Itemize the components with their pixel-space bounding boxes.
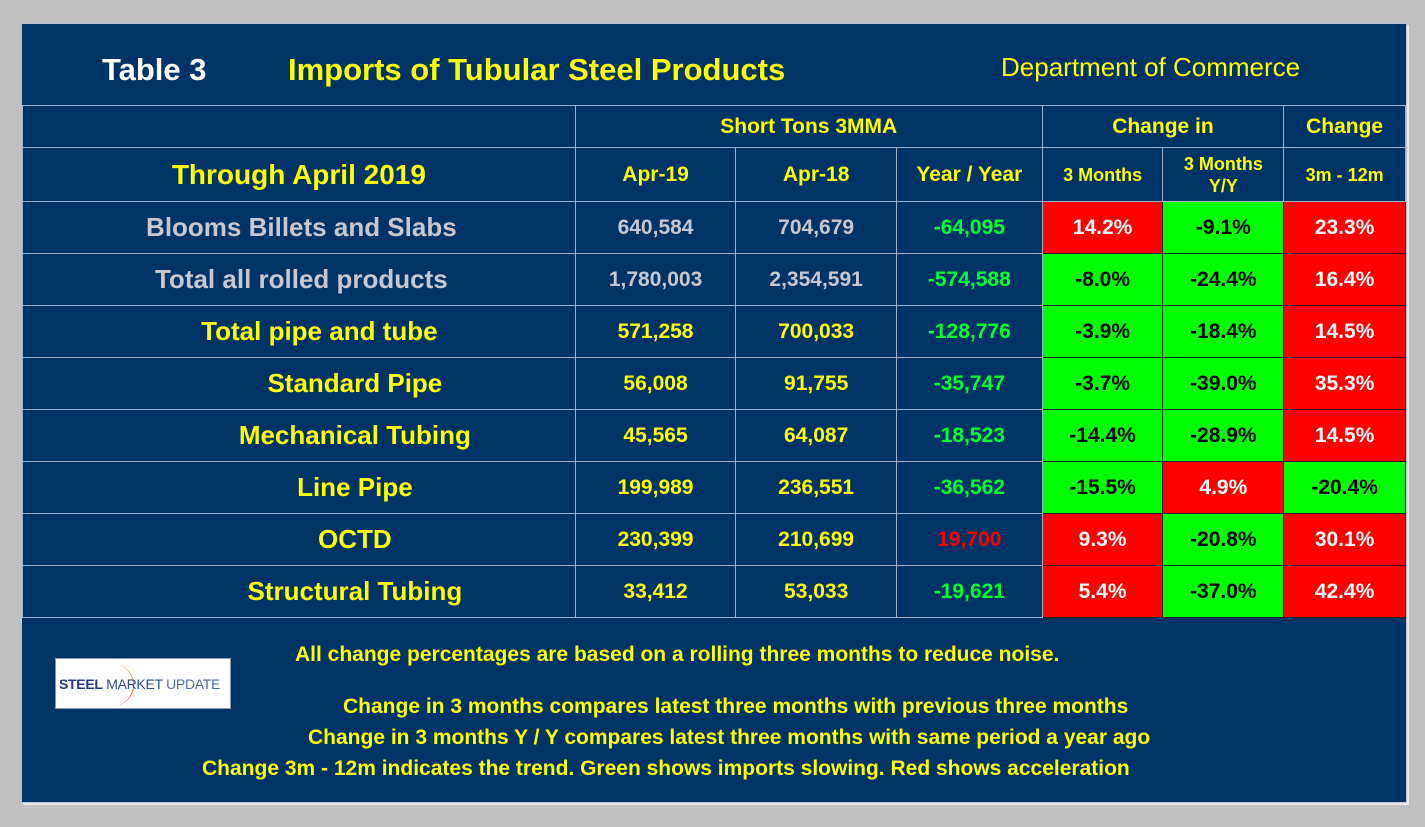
- table-title: Imports of Tubular Steel Products: [288, 52, 786, 87]
- value-apr18: 700,033: [735, 305, 897, 358]
- pct-3-months: -14.4%: [1041, 409, 1164, 462]
- pct-3-months: 5.4%: [1041, 565, 1164, 618]
- header-blank: [22, 105, 576, 148]
- pct-3m-12m: 14.5%: [1283, 305, 1406, 358]
- pct-3-months-yy: -24.4%: [1162, 253, 1285, 306]
- row-label: Blooms Billets and Slabs: [22, 201, 576, 254]
- header-apr19: Apr-19: [574, 147, 737, 202]
- value-year-year: 19,700: [895, 513, 1043, 566]
- row-label: Total all rolled products: [22, 253, 576, 306]
- pct-3-months: -8.0%: [1041, 253, 1164, 306]
- pct-3-months-yy: 4.9%: [1162, 461, 1285, 514]
- row-label: OCTD: [22, 513, 576, 566]
- pct-3-months-yy: -28.9%: [1162, 409, 1285, 462]
- value-apr18: 91,755: [735, 357, 897, 410]
- header-change: Change: [1283, 105, 1406, 148]
- value-apr19: 199,989: [574, 461, 737, 514]
- value-year-year: -19,621: [895, 565, 1043, 618]
- pct-3m-12m: 16.4%: [1283, 253, 1406, 306]
- pct-3m-12m: -20.4%: [1283, 461, 1406, 514]
- value-apr18: 210,699: [735, 513, 897, 566]
- row-label: Line Pipe: [22, 461, 576, 514]
- pct-3-months: 9.3%: [1041, 513, 1164, 566]
- table-row: Structural Tubing 33,412 53,033 -19,621 5.4%…: [22, 565, 1406, 618]
- value-apr18: 2,354,591: [735, 253, 897, 306]
- pct-3-months-yy: -9.1%: [1162, 201, 1285, 254]
- header-short-tons: Short Tons 3MMA: [574, 105, 1043, 148]
- pct-3-months-yy: -37.0%: [1162, 565, 1285, 618]
- value-apr19: 45,565: [574, 409, 737, 462]
- pct-3-months: -3.7%: [1041, 357, 1164, 410]
- value-apr18: 53,033: [735, 565, 897, 618]
- header-period: Through April 2019: [22, 147, 576, 202]
- value-apr19: 33,412: [574, 565, 737, 618]
- table-panel: Table 3 Imports of Tubular Steel Product…: [21, 23, 1407, 803]
- header-3-months-yy: 3 Months Y/Y: [1162, 147, 1285, 202]
- pct-3m-12m: 14.5%: [1283, 409, 1406, 462]
- value-apr19: 1,780,003: [574, 253, 737, 306]
- table-row: Mechanical Tubing 45,565 64,087 -18,523 -14.…: [22, 409, 1406, 462]
- value-apr19: 56,008: [574, 357, 737, 410]
- logo-text: STEEL MARKET UPDATE: [59, 676, 221, 692]
- table-row: OCTD 230,399 210,699 19,700 9.3% -20.8% 30.1%: [22, 513, 1406, 566]
- row-label: Total pipe and tube: [22, 305, 576, 358]
- table-row: Total all rolled products 1,780,003 2,354,…: [22, 253, 1406, 306]
- footnote-rolling: All change percentages are based on a ro…: [295, 643, 1060, 666]
- header-3-months: 3 Months: [1041, 147, 1164, 202]
- value-year-year: -36,562: [895, 461, 1043, 514]
- value-apr18: 64,087: [735, 409, 897, 462]
- pct-3m-12m: 23.3%: [1283, 201, 1406, 254]
- value-apr19: 230,399: [574, 513, 737, 566]
- pct-3-months-yy: -20.8%: [1162, 513, 1285, 566]
- value-year-year: -64,095: [895, 201, 1043, 254]
- pct-3m-12m: 35.3%: [1283, 357, 1406, 410]
- pct-3m-12m: 42.4%: [1283, 565, 1406, 618]
- header-group-row: Short Tons 3MMA Change in Change: [22, 105, 1406, 148]
- value-year-year: -18,523: [895, 409, 1043, 462]
- footnote-trend: Change 3m - 12m indicates the trend. Gre…: [202, 757, 1130, 780]
- header-change-in: Change in: [1041, 105, 1285, 148]
- row-label: Standard Pipe: [22, 357, 576, 410]
- header-3-months-yy-line2: Y/Y: [1208, 175, 1238, 196]
- pct-3-months-yy: -18.4%: [1162, 305, 1285, 358]
- value-apr18: 236,551: [735, 461, 897, 514]
- table-row: Line Pipe 199,989 236,551 -36,562 -15.5% 4.9%…: [22, 461, 1406, 514]
- row-label: Mechanical Tubing: [22, 409, 576, 462]
- pct-3-months-yy: -39.0%: [1162, 357, 1285, 410]
- header-3m-12m: 3m - 12m: [1283, 147, 1406, 202]
- header-3-months-yy-line1: 3 Months: [1183, 153, 1263, 174]
- imports-table: Short Tons 3MMA Change in Change Through…: [22, 105, 1406, 618]
- table-row: Standard Pipe 56,008 91,755 -35,747 -3.7% -39…: [22, 357, 1406, 410]
- header-apr18: Apr-18: [735, 147, 897, 202]
- value-year-year: -574,588: [895, 253, 1043, 306]
- table-number: Table 3: [102, 52, 207, 87]
- value-apr19: 571,258: [574, 305, 737, 358]
- pct-3-months: 14.2%: [1041, 201, 1164, 254]
- data-source: Department of Commerce: [1001, 52, 1301, 82]
- footnote-3-months: Change in 3 months compares latest three…: [343, 695, 1129, 718]
- table-row: Blooms Billets and Slabs 640,584 704,679 -6…: [22, 201, 1406, 254]
- footnote-3-months-yy: Change in 3 months Y / Y compares latest…: [308, 726, 1151, 749]
- pct-3m-12m: 30.1%: [1283, 513, 1406, 566]
- value-year-year: -128,776: [895, 305, 1043, 358]
- header-column-row: Through April 2019 Apr-19 Apr-18 Year / …: [22, 147, 1406, 202]
- pct-3-months: -15.5%: [1041, 461, 1164, 514]
- value-apr18: 704,679: [735, 201, 897, 254]
- pct-3-months: -3.9%: [1041, 305, 1164, 358]
- table-row: Total pipe and tube 571,258 700,033 -128,77…: [22, 305, 1406, 358]
- row-label: Structural Tubing: [22, 565, 576, 618]
- value-apr19: 640,584: [574, 201, 737, 254]
- steel-market-update-logo: STEEL MARKET UPDATE: [55, 658, 231, 709]
- value-year-year: -35,747: [895, 357, 1043, 410]
- header-year-year: Year / Year: [895, 147, 1043, 202]
